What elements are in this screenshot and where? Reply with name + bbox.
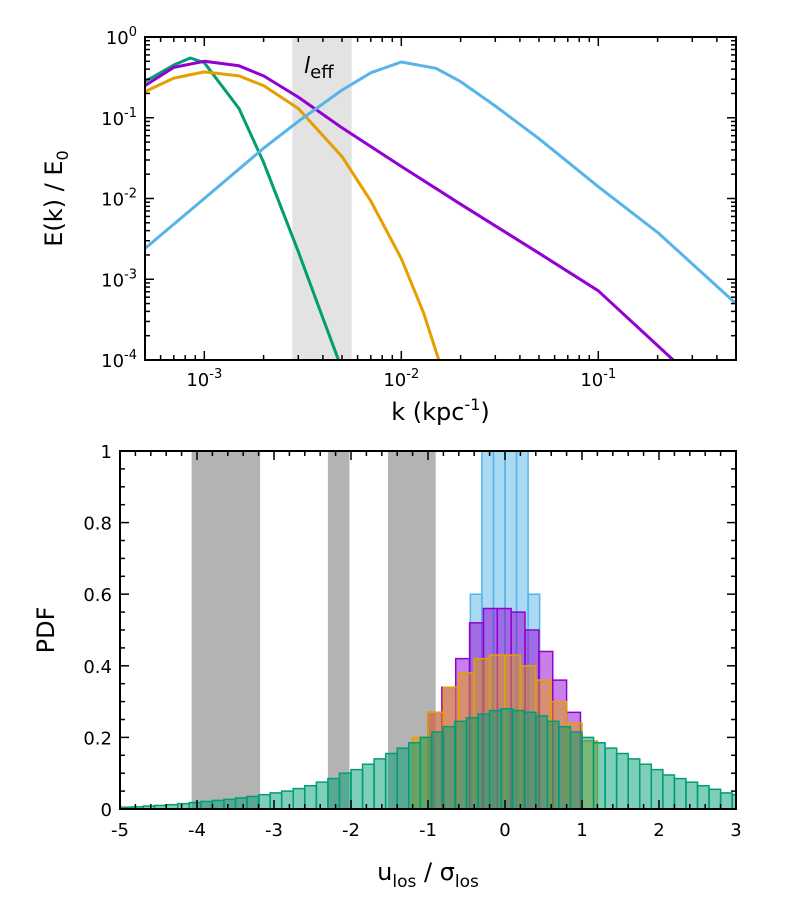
histogram-bar-green [569, 731, 583, 809]
y-tick-label: 10-3 [101, 267, 137, 291]
y-tick-label: 1 [101, 442, 112, 463]
x-tick-label: 3 [730, 820, 741, 841]
gray-band [327, 451, 350, 809]
histogram-bar-green [454, 720, 468, 809]
y-tick-label: 100 [106, 25, 137, 49]
histogram-bar-green [535, 715, 549, 809]
x-tick-label: -1 [419, 820, 437, 841]
leff-label: leff [304, 54, 334, 83]
y-tick-label: 10-4 [101, 348, 137, 372]
spectrum-panel: 10-3 10-2 10-1 100 10-1 10-2 10-3 10-4 leff k (… [40, 25, 737, 426]
histogram-green [120, 708, 736, 809]
y-tick-label: 0.2 [83, 728, 112, 749]
series-line-orange [145, 70, 441, 360]
x-tick-label: 2 [653, 820, 664, 841]
histogram-bar-green [315, 781, 329, 809]
histogram-bar-green [304, 784, 318, 809]
y-tick-label: 0.4 [83, 657, 112, 678]
x-tick-label: 10-2 [383, 367, 419, 391]
histogram-bar-green [500, 708, 514, 809]
histogram-bar-green [673, 777, 687, 809]
histogram-bar-green [384, 752, 398, 809]
series-line-blue [145, 60, 736, 305]
histogram-bar-green [442, 725, 456, 809]
pdf-y-axis-label: PDF [32, 607, 60, 654]
histogram-bar-green [361, 763, 375, 809]
x-tick-label: -5 [111, 820, 129, 841]
spectrum-x-axis-label: k (kpc-1) [391, 395, 490, 426]
histogram-bar-green [234, 797, 248, 809]
x-tick-label: 0 [499, 820, 510, 841]
histogram-bar-green [350, 768, 364, 809]
y-tick-label: 0 [101, 800, 112, 821]
histogram-bar-green [269, 792, 283, 809]
y-tick-label: 10-2 [101, 187, 137, 211]
histogram-bar-green [615, 752, 629, 809]
histogram-bar-green [292, 787, 306, 809]
histogram-bar-green [546, 720, 560, 809]
pdf-frame [119, 450, 737, 810]
pdf-tick-labels: -5 -4 -3 -2 -1 0 1 2 3 0 0.2 0.4 0.6 0.8 1 [83, 442, 741, 841]
histogram-bar-green [246, 795, 260, 809]
histogram-bar-green [327, 777, 341, 809]
histogram-bar-green [592, 742, 606, 809]
histogram-bar-green [604, 747, 618, 809]
histogram-bar-green [431, 731, 445, 809]
histogram-bar-green [719, 792, 733, 809]
x-tick-label: -2 [342, 820, 360, 841]
gray-band [191, 451, 261, 809]
histogram-bar-green [488, 709, 502, 809]
y-tick-label: 10-1 [101, 106, 137, 130]
pdf-x-axis-label: ulos / σlos [377, 858, 479, 892]
histogram-bar-green [396, 747, 410, 809]
y-tick-label: 0.8 [83, 514, 112, 535]
x-tick-label: -3 [265, 820, 283, 841]
histogram-bar-green [662, 774, 676, 809]
spectrum-y-axis-label: E(k) / E0 [40, 150, 72, 246]
histogram-bar-green [708, 788, 722, 809]
histogram-bar-green [200, 800, 214, 809]
x-tick-label: 10-1 [580, 367, 616, 391]
histogram-bar-green [223, 798, 237, 809]
pdf-histograms [120, 451, 736, 809]
x-tick-label: 10-3 [186, 367, 222, 391]
y-tick-label: 0.6 [83, 585, 112, 606]
histogram-bar-green [465, 716, 479, 809]
histogram-bar-green [477, 713, 491, 809]
histogram-bar-green [408, 742, 422, 809]
histogram-bar-green [211, 799, 225, 809]
series-line-green [145, 56, 340, 360]
spectrum-ticks [144, 36, 737, 361]
histogram-bar-green [419, 736, 433, 809]
x-tick-label: -4 [188, 820, 206, 841]
histogram-bar-green [280, 790, 295, 809]
x-tick-label: 1 [576, 820, 587, 841]
spectrum-frame [144, 36, 737, 361]
histogram-bar-green [523, 711, 537, 809]
histogram-bar-green [650, 768, 664, 809]
histogram-bar-green [257, 793, 271, 809]
series-line-purple [145, 59, 675, 360]
histogram-bar-green [685, 781, 699, 809]
pdf-panel: -5 -4 -3 -2 -1 0 1 2 3 0 0.2 0.4 0.6 0.8 1 ulos / σlos… [32, 442, 742, 892]
histogram-bar-green [558, 725, 572, 809]
histogram-bar-green [581, 736, 595, 809]
spectrum-tick-labels: 10-3 10-2 10-1 100 10-1 10-2 10-3 10-4 [101, 25, 616, 391]
histogram-bar-green [696, 784, 710, 809]
spectrum-lines [145, 56, 736, 360]
histogram-bar-green [338, 772, 352, 809]
histogram-bar-green [511, 709, 526, 809]
histogram-bar-green [639, 763, 653, 809]
histogram-bar-green [627, 758, 641, 809]
histogram-bar-green [373, 758, 387, 809]
